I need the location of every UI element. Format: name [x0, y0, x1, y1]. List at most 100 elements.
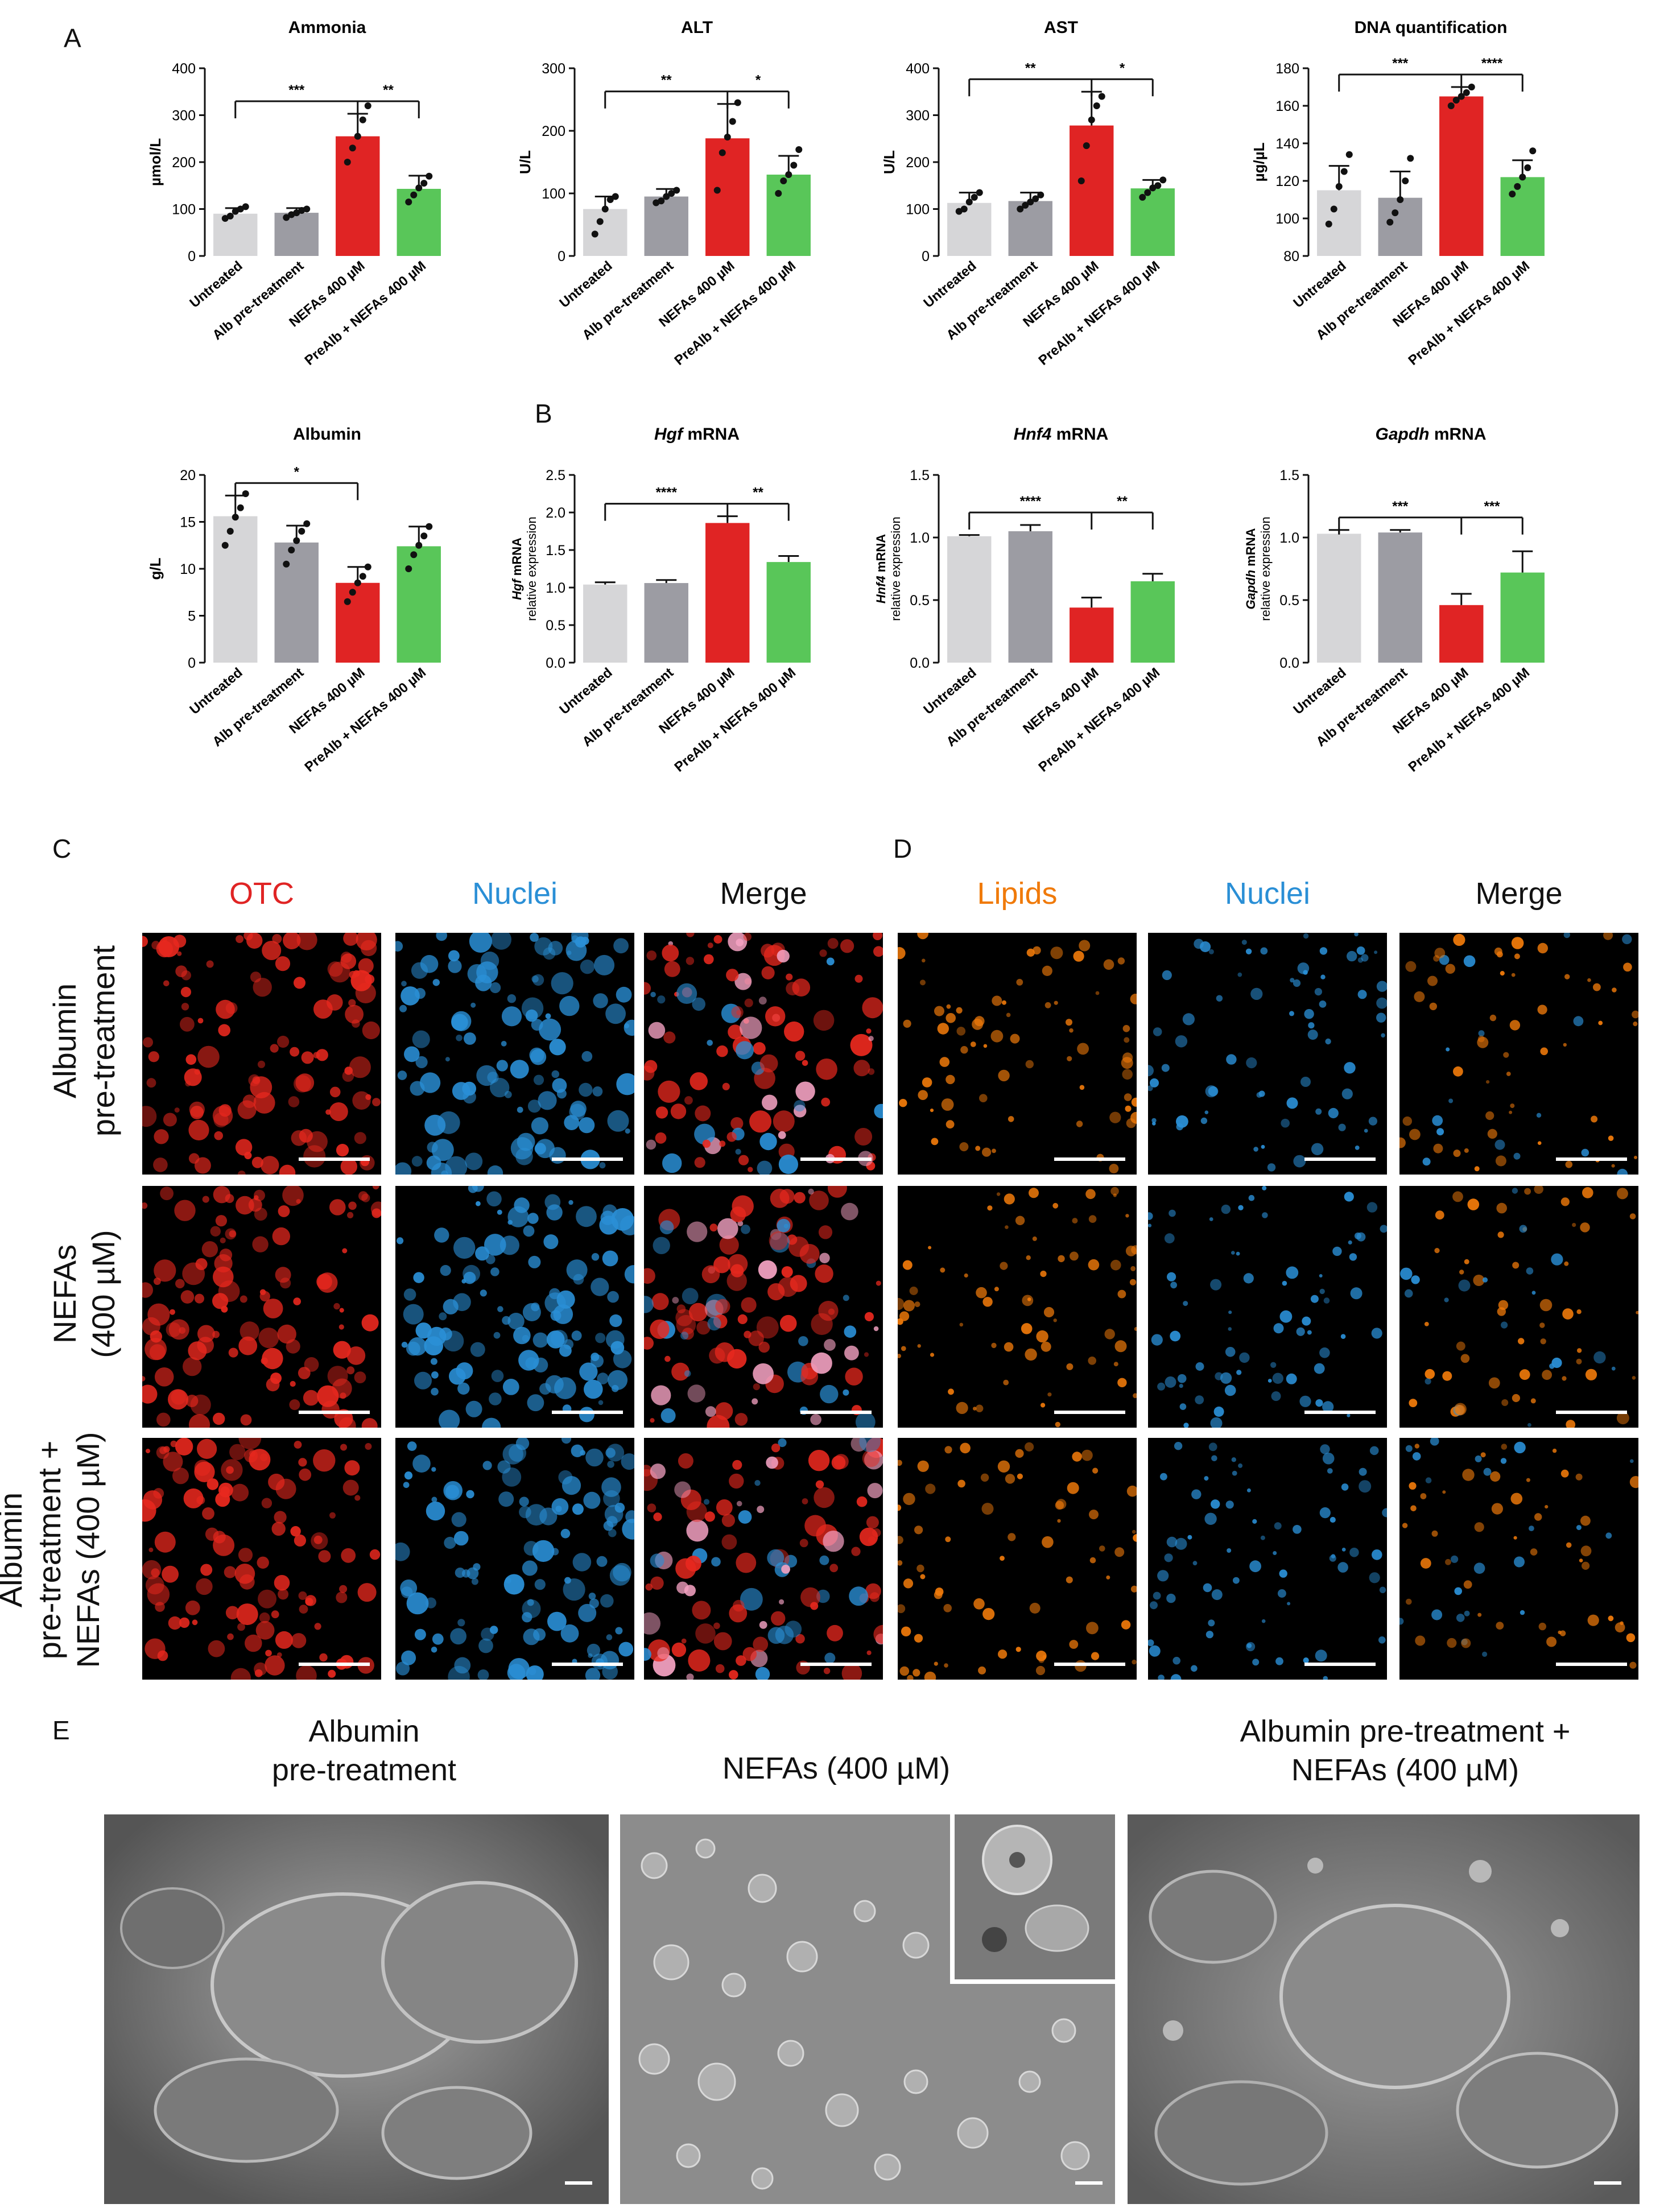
bar	[1317, 190, 1361, 256]
scale-bar	[1556, 1663, 1627, 1666]
data-point	[232, 208, 239, 215]
sig-star-left: ****	[1020, 494, 1042, 509]
y-tick-label: 0	[558, 249, 565, 264]
col-title-merge-d: Merge	[1475, 876, 1563, 911]
scale-bar	[800, 1663, 872, 1666]
data-point	[242, 490, 249, 497]
y-tick-label: 0.5	[546, 618, 565, 634]
micrograph-texture	[397, 1186, 634, 1428]
data-point	[232, 514, 239, 521]
row-title-combo-text: Albumin pre-treatment + NEFAs (400 µM)	[0, 1432, 106, 1668]
x-tick-label: PreAlb + NEFAs 400 µM	[671, 665, 799, 775]
data-point	[663, 193, 670, 200]
image-lipids-row3	[898, 1438, 1137, 1680]
bar	[583, 209, 627, 256]
micrograph-texture	[898, 933, 1137, 1173]
scale-bar	[565, 2181, 592, 2185]
row-title-albumin: Albumin pre-treatment	[46, 921, 125, 1160]
data-point	[719, 149, 726, 156]
data-point	[364, 563, 371, 570]
chart-title: Hnf4 mRNA	[1014, 425, 1109, 444]
scale-bar	[800, 1411, 872, 1414]
sem-texture-combo	[1128, 1814, 1640, 2204]
image-nuclei-row3	[395, 1438, 634, 1680]
bar	[705, 523, 750, 663]
bar	[1378, 532, 1422, 663]
sig-star: *	[294, 464, 300, 479]
data-point	[976, 189, 983, 196]
data-point	[734, 99, 741, 106]
scale-bar	[1594, 2181, 1621, 2185]
micrograph-texture	[1148, 1186, 1387, 1428]
bar	[947, 536, 992, 663]
data-point	[293, 537, 300, 544]
x-tick-label: PreAlb + NEFAs 400 µM	[1035, 665, 1163, 775]
data-point	[1452, 97, 1460, 104]
y-axis-label: g/L	[147, 557, 164, 580]
bar	[1070, 607, 1114, 663]
bar	[336, 136, 380, 256]
sem-image-combo	[1128, 1814, 1640, 2204]
bar	[213, 213, 258, 256]
row-title-nefas-text: NEFAs (400 µM)	[47, 1230, 121, 1358]
image-nuclei-row1	[395, 933, 634, 1175]
y-axis-label: µg/µL	[1250, 142, 1267, 181]
col-title-otc: OTC	[229, 876, 294, 911]
scale-bar	[299, 1663, 370, 1666]
image-nuclei-row2	[1148, 1186, 1387, 1428]
bar	[397, 546, 441, 663]
bar	[213, 516, 258, 663]
y-axis-label: Hnf4 mRNA	[874, 534, 888, 603]
panel-label-a: A	[64, 23, 81, 53]
data-point	[1083, 142, 1090, 150]
micrograph-texture	[644, 1186, 881, 1428]
y-tick-label: 0	[188, 249, 196, 264]
row-title-nefas: NEFAs (400 µM)	[46, 1175, 125, 1413]
data-point	[1524, 164, 1531, 171]
data-point	[288, 211, 295, 218]
y-tick-label: 400	[172, 61, 196, 77]
data-point	[1392, 209, 1399, 217]
data-point	[795, 146, 803, 153]
x-tick-label: PreAlb + NEFAs 400 µM	[302, 665, 429, 775]
data-point	[364, 102, 371, 109]
scale-bar	[1054, 1411, 1125, 1414]
y-tick-label: 0.0	[546, 655, 565, 671]
bar	[1008, 531, 1052, 663]
y-axis-label: Gapdh mRNA	[1244, 528, 1258, 609]
micrograph-texture	[1148, 933, 1387, 1172]
x-tick-label: Untreated	[187, 258, 245, 311]
x-tick-label: Untreated	[187, 665, 245, 718]
bar	[1317, 534, 1361, 663]
image-otc-row3	[142, 1438, 381, 1680]
data-point	[1330, 205, 1337, 213]
data-point	[1468, 84, 1475, 90]
sem-title-combo: Albumin pre-treatment + NEFAs (400 µM)	[1240, 1714, 1571, 1787]
image-lipids-row1	[898, 933, 1137, 1175]
image-otc-row1	[142, 933, 381, 1175]
y-tick-label: 300	[542, 61, 565, 77]
data-point	[1027, 199, 1034, 206]
micrograph-texture	[395, 1438, 634, 1680]
data-point	[713, 187, 721, 194]
y-tick-label: 1.0	[1279, 530, 1299, 546]
data-point	[420, 180, 428, 187]
data-point	[596, 218, 604, 225]
image-merge-row1	[644, 933, 883, 1175]
sig-star-left: ***	[1392, 499, 1409, 514]
image-nuclei-row2	[395, 1186, 634, 1428]
micrograph-texture	[142, 1186, 381, 1428]
micrograph-texture	[1399, 1438, 1638, 1669]
data-point	[293, 209, 300, 217]
y-axis-label-2: relative expression	[889, 516, 903, 621]
x-tick-label: PreAlb + NEFAs 400 µM	[671, 258, 799, 369]
data-point	[1509, 191, 1516, 198]
x-tick-label: PreAlb + NEFAs 400 µM	[1035, 258, 1163, 369]
y-tick-label: 140	[1275, 136, 1299, 152]
scale-bar	[1304, 1663, 1376, 1666]
scale-bar	[1075, 2181, 1103, 2185]
